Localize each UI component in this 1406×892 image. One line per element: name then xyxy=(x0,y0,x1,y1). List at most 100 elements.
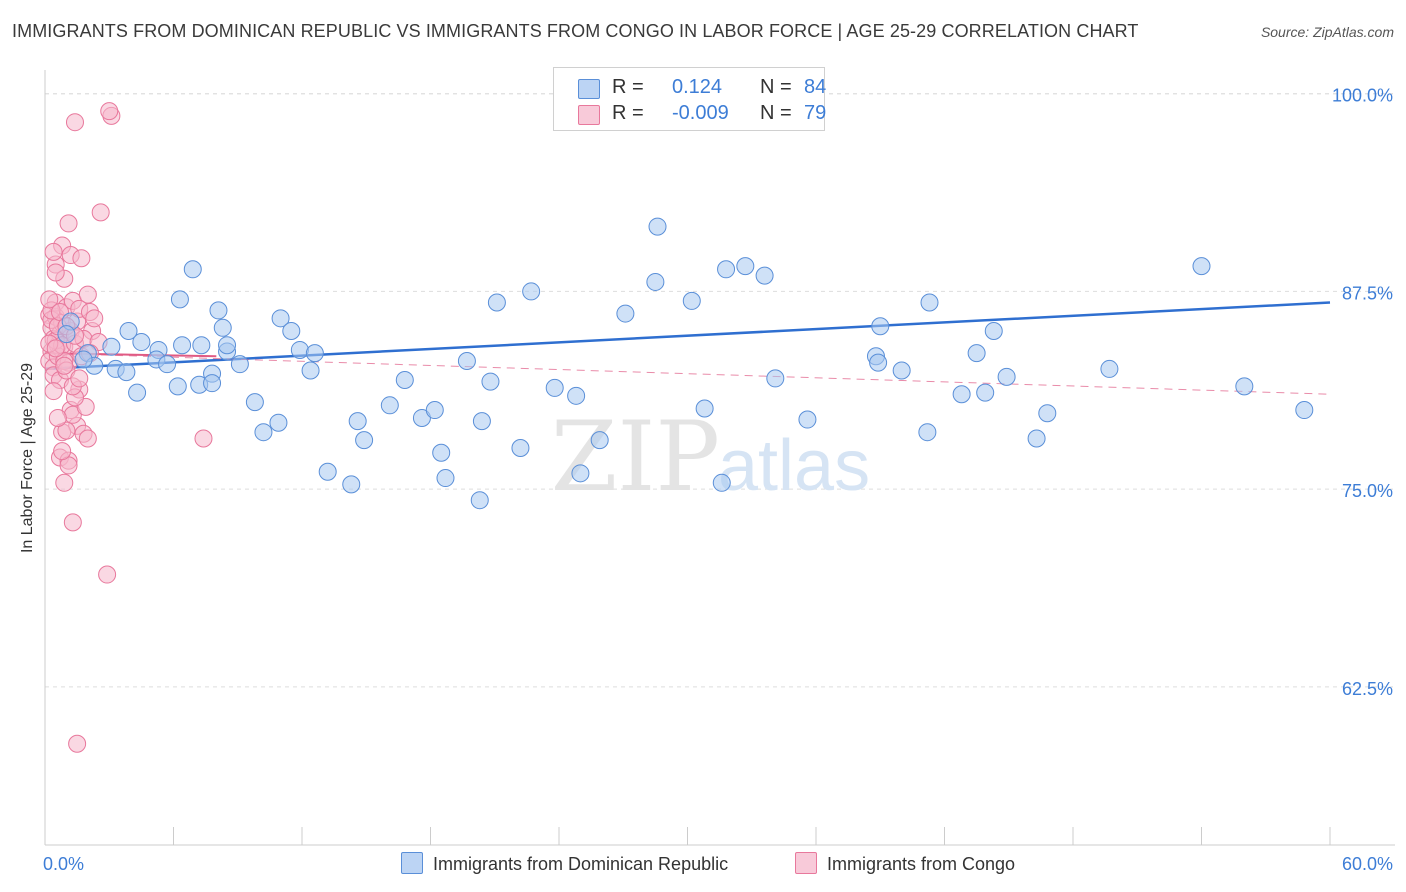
point-congo xyxy=(55,356,74,375)
trend-lines xyxy=(44,301,1331,395)
point-dominican xyxy=(117,363,136,382)
point-dominican xyxy=(305,344,324,363)
point-dominican xyxy=(318,462,337,481)
point-congo xyxy=(91,203,110,222)
bottom-legend-congo: Immigrants from Congo xyxy=(795,852,1015,875)
point-congo xyxy=(53,442,72,461)
point-dominican xyxy=(271,309,290,328)
point-dominican xyxy=(57,325,76,344)
y-tick-label: 62.5% xyxy=(1342,679,1393,699)
point-dominican xyxy=(348,412,367,431)
point-dominican xyxy=(967,344,986,363)
point-dominican xyxy=(892,361,911,380)
legend-swatch-pink xyxy=(578,105,600,125)
point-dominican xyxy=(798,410,817,429)
point-dominican xyxy=(457,352,476,371)
point-dominican xyxy=(522,282,541,301)
point-dominican xyxy=(984,321,1003,340)
point-dominican xyxy=(511,439,530,458)
point-dominican xyxy=(487,293,506,312)
point-dominican xyxy=(766,369,785,388)
point-congo xyxy=(44,382,63,401)
bottom-legend-label-pink: Immigrants from Congo xyxy=(827,854,1016,874)
point-dominican xyxy=(1038,404,1057,423)
point-dominican xyxy=(290,340,309,359)
legend-r-value: 0.124 xyxy=(672,76,723,98)
y-tick-label: 87.5% xyxy=(1342,283,1393,303)
point-congo xyxy=(68,734,87,753)
point-dominican xyxy=(342,475,361,494)
bottom-legend-dominican: Immigrants from Dominican Republic xyxy=(401,852,728,875)
point-dominican xyxy=(918,423,937,442)
point-dominican xyxy=(712,473,731,492)
point-dominican xyxy=(213,318,232,337)
axes xyxy=(44,70,1395,846)
legend-n-label: N = xyxy=(760,76,792,98)
point-dominican xyxy=(646,272,665,291)
point-dominican xyxy=(1192,257,1211,276)
legend-n-label: N = xyxy=(760,102,792,124)
point-congo xyxy=(48,408,67,427)
point-dominican xyxy=(616,304,635,323)
point-congo xyxy=(72,249,91,268)
y-tick-label: 100.0% xyxy=(1332,86,1393,106)
point-congo xyxy=(40,290,59,309)
point-dominican xyxy=(254,423,273,442)
point-dominican xyxy=(1295,401,1314,420)
point-congo xyxy=(78,429,97,448)
point-dominican xyxy=(245,393,264,412)
point-dominican xyxy=(203,374,222,393)
point-dominican xyxy=(436,469,455,488)
point-congo xyxy=(98,565,117,584)
point-dominican xyxy=(567,386,586,405)
point-dominican xyxy=(920,293,939,312)
x-tick-label-max: 60.0% xyxy=(1342,854,1393,874)
legend-r-label: R = xyxy=(612,76,644,98)
point-congo xyxy=(46,263,65,282)
legend-r-value: -0.009 xyxy=(672,102,729,124)
point-dominican xyxy=(648,217,667,236)
point-congo xyxy=(70,369,89,388)
point-congo xyxy=(85,309,104,328)
point-dominican xyxy=(871,317,890,336)
point-dominican xyxy=(132,333,151,352)
point-dominican xyxy=(173,336,192,355)
bottom-legend-label-blue: Immigrants from Dominican Republic xyxy=(433,854,729,874)
point-dominican xyxy=(695,399,714,418)
trend-line-congo xyxy=(44,352,1331,395)
series-dominican-points xyxy=(57,217,1314,510)
watermark-zip: ZIP xyxy=(551,401,720,513)
point-dominican xyxy=(545,378,564,397)
point-congo xyxy=(46,339,65,358)
series-congo-points xyxy=(40,102,213,753)
point-dominican xyxy=(736,257,755,276)
point-dominican xyxy=(1027,429,1046,448)
point-dominican xyxy=(128,383,147,402)
point-dominican xyxy=(119,321,138,340)
point-congo xyxy=(59,214,78,233)
chart-title: IMMIGRANTS FROM DOMINICAN REPUBLIC VS IM… xyxy=(12,21,1139,41)
point-dominican xyxy=(1235,377,1254,396)
point-dominican xyxy=(301,361,320,380)
point-congo xyxy=(65,113,84,132)
point-dominican xyxy=(192,336,211,355)
legend-n-value: 79 xyxy=(804,102,827,124)
point-congo xyxy=(78,285,97,304)
trend-line-dominican xyxy=(44,301,1331,371)
point-congo xyxy=(57,421,76,440)
correlation-legend: R = 0.124 N = 84 R = -0.009 N = 79 xyxy=(553,67,827,131)
point-dominican xyxy=(102,337,121,356)
point-dominican xyxy=(395,371,414,389)
point-congo xyxy=(55,473,74,492)
point-dominican xyxy=(209,301,228,320)
tick-labels: 62.5% 75.0% 87.5% 100.0% 0.0% 60.0% xyxy=(43,86,1393,874)
point-dominican xyxy=(432,443,451,462)
watermark-atlas: atlas xyxy=(718,426,870,506)
point-congo xyxy=(194,429,213,448)
point-congo xyxy=(44,242,63,261)
point-dominican xyxy=(571,464,590,483)
point-dominican xyxy=(976,383,995,402)
point-dominican xyxy=(282,321,301,340)
point-dominican xyxy=(74,350,93,369)
